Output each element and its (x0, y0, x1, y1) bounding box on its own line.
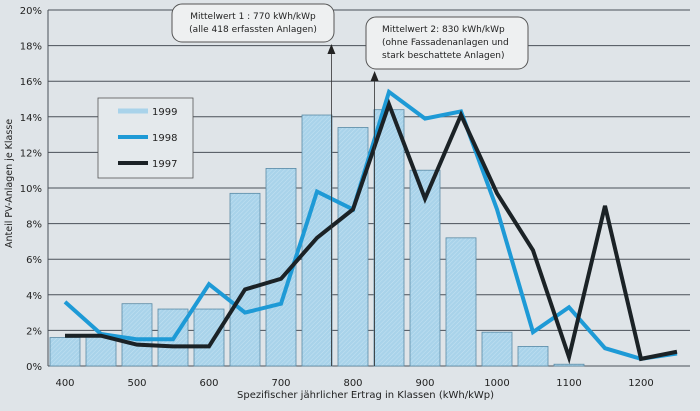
y-tick-label: 8% (26, 220, 42, 231)
annotation-text: (ohne Fassadenanlagen und (382, 38, 509, 48)
y-tick-label: 16% (20, 77, 42, 88)
bar-1999 (373, 109, 405, 367)
y-tick-label: 4% (26, 291, 42, 302)
y-axis-label: Anteil PV-Anlagen je Klasse (4, 119, 15, 248)
annotation-text: (alle 418 erfassten Anlagen) (189, 25, 317, 35)
legend-label: 1998 (152, 133, 177, 144)
x-tick-label: 800 (343, 378, 362, 389)
bar-1999 (85, 335, 117, 367)
arrow-up-icon (370, 71, 379, 81)
legend-swatch-1999 (118, 108, 148, 114)
legend-label: 1997 (152, 159, 177, 170)
annotation-text: stark beschattete Anlagen) (382, 51, 504, 61)
x-tick-label: 700 (271, 378, 290, 389)
bar-1999 (337, 127, 369, 367)
x-tick-label: 1000 (484, 378, 509, 389)
legend-swatch-1998 (118, 135, 148, 139)
line-1997 (65, 98, 678, 365)
legend-label: 1999 (152, 107, 177, 118)
axes: 0% 2% 4% 6% 8% 10% 12% 14% 16% 18% 20% 400 500 600 700… (20, 6, 654, 389)
x-axis-label: Spezifischer jährlicher Ertrag in Klasse… (237, 390, 494, 401)
bar-1999 (49, 337, 81, 367)
x-tick-label: 1200 (628, 378, 653, 389)
x-tick-label: 1100 (556, 378, 581, 389)
x-tick-label: 600 (199, 378, 218, 389)
y-tick-label: 6% (26, 255, 42, 266)
annotation-text: Mittelwert 2: 830 kWh/kWp (382, 25, 505, 35)
y-tick-label: 0% (26, 362, 42, 373)
annotation-box (365, 16, 529, 70)
bar-1999 (553, 363, 585, 367)
bar-1999 (121, 303, 153, 367)
y-tick-label: 2% (26, 326, 42, 337)
line-1998 (63, 88, 678, 361)
annotation-box (171, 3, 335, 43)
bar-1999 (193, 308, 225, 367)
lines (63, 88, 678, 365)
bar-1999 (517, 346, 549, 367)
arrow-up-icon (327, 44, 336, 54)
legend-swatch-1997 (118, 161, 148, 165)
y-tick-label: 20% (20, 6, 42, 17)
x-tick-label: 500 (127, 378, 146, 389)
y-tick-label: 12% (20, 148, 42, 159)
annotation-text: Mittelwert 1 : 770 kWh/kWp (190, 12, 316, 22)
annotations: Mittelwert 1 : 770 kWh/kWp (alle 418 erfa… (171, 3, 529, 366)
x-tick-label: 900 (415, 378, 434, 389)
bar-1999 (229, 192, 261, 367)
y-tick-label: 18% (20, 42, 42, 53)
x-tick-label: 400 (55, 378, 74, 389)
y-tick-label: 14% (20, 113, 42, 124)
legend: 1999 1998 1997 (97, 97, 194, 179)
bar-1999 (481, 331, 513, 367)
y-tick-label: 10% (20, 184, 42, 195)
bar-1999 (445, 237, 477, 367)
